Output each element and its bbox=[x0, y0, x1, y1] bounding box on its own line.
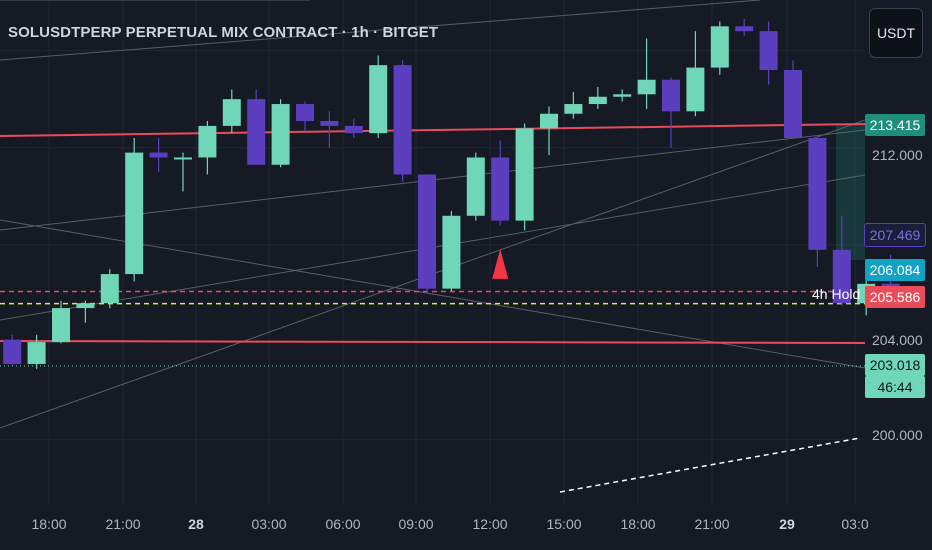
price-label-213415: 213.415 bbox=[865, 114, 925, 136]
candle-body bbox=[271, 104, 290, 165]
candle-body bbox=[686, 67, 705, 112]
chart-title: SOLUSDTPERP PERPETUAL MIX CONTRACT · 1h … bbox=[8, 24, 439, 41]
x-tick-label: 06:00 bbox=[325, 516, 361, 532]
candle-body bbox=[540, 113, 558, 129]
candle-body bbox=[369, 65, 388, 134]
candle-body bbox=[3, 339, 22, 364]
candle-body bbox=[418, 174, 436, 289]
candle-body bbox=[637, 79, 656, 95]
candle-body bbox=[466, 157, 485, 216]
price-label-206084: 206.084 bbox=[865, 259, 925, 281]
projection-line bbox=[559, 437, 861, 493]
candle-body bbox=[442, 215, 461, 289]
countdown-label: 46:44 bbox=[865, 376, 925, 398]
candle-body bbox=[393, 65, 412, 175]
candle-body bbox=[198, 125, 217, 158]
x-tick-label: 03:0 bbox=[841, 516, 869, 532]
x-tick-label: 28 bbox=[188, 516, 204, 532]
x-tick-label: 21:00 bbox=[105, 516, 141, 532]
candle-body bbox=[832, 249, 851, 304]
candle-body bbox=[588, 96, 607, 105]
resistance-line bbox=[0, 123, 866, 137]
candles-group: 4h Hold bbox=[3, 19, 900, 369]
x-tick-label: 09:00 bbox=[398, 516, 434, 532]
trend-line bbox=[0, 0, 761, 61]
candle-body bbox=[515, 128, 534, 221]
candle-body bbox=[808, 138, 827, 250]
candle-body bbox=[125, 152, 144, 275]
target-zone bbox=[836, 125, 865, 260]
candle-body bbox=[564, 104, 583, 114]
candle-body bbox=[784, 70, 802, 139]
price-label-205586: 205.586 bbox=[865, 286, 925, 308]
candle-body bbox=[27, 342, 46, 364]
candle-body bbox=[613, 94, 632, 97]
candle-body bbox=[247, 99, 266, 165]
candle-body bbox=[174, 157, 192, 160]
annotation-4h-hold: 4h Hold bbox=[812, 286, 860, 302]
candle-body bbox=[344, 125, 363, 134]
candle-body bbox=[735, 26, 754, 32]
price-label-203018: 203.018 bbox=[865, 354, 925, 376]
candle-body bbox=[491, 157, 510, 221]
x-tick-label: 18:00 bbox=[31, 516, 67, 532]
candle-body bbox=[710, 26, 729, 68]
buy-arrow-marker bbox=[492, 248, 509, 279]
x-tick-label: 18:00 bbox=[620, 516, 656, 532]
currency-button[interactable]: USDT bbox=[869, 8, 923, 58]
candle-body bbox=[320, 121, 339, 126]
candle-body bbox=[149, 152, 168, 158]
x-tick-label: 15:00 bbox=[546, 516, 582, 532]
candle-body bbox=[52, 308, 70, 343]
candle-body bbox=[759, 31, 778, 71]
x-tick-label: 03:00 bbox=[251, 516, 287, 532]
candle-body bbox=[662, 79, 680, 112]
y-tick-label: 204.000 bbox=[872, 332, 923, 348]
x-tick-label: 12:00 bbox=[472, 516, 508, 532]
candle-body bbox=[222, 99, 241, 126]
candle-body bbox=[100, 274, 119, 304]
candle-body bbox=[76, 303, 95, 309]
y-tick-label: 200.000 bbox=[872, 427, 923, 443]
candle-body bbox=[296, 104, 314, 122]
x-tick-label: 21:00 bbox=[694, 516, 730, 532]
x-tick-label: 29 bbox=[779, 516, 795, 532]
support-line bbox=[0, 340, 866, 344]
y-tick-label: 212.000 bbox=[872, 147, 923, 163]
price-label-207469: 207.469 bbox=[864, 223, 926, 247]
